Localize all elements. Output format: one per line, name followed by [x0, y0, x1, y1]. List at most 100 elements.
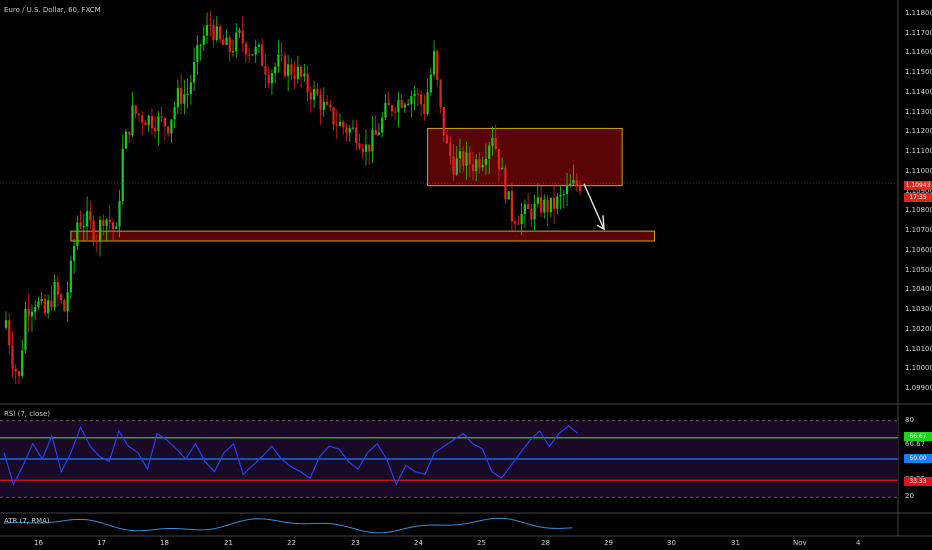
candle-body — [69, 260, 72, 293]
rsi-tick-label: 20 — [905, 492, 914, 501]
candle-body — [491, 138, 494, 146]
candle-body — [569, 183, 572, 187]
candle-body — [257, 44, 261, 47]
rsi-lower-tag: 33.33 — [904, 477, 932, 486]
candle-body — [160, 116, 163, 118]
candle-body — [481, 164, 484, 168]
price-tick-label: 1.10300 — [905, 305, 932, 314]
candle-body — [445, 135, 449, 144]
candle-body — [47, 300, 50, 314]
candle-body — [484, 158, 488, 165]
candle-body — [348, 128, 351, 133]
candle-body — [419, 94, 423, 105]
candle-body — [270, 73, 274, 84]
candle-body — [578, 185, 582, 192]
candle-body — [79, 222, 82, 227]
price-tick-label: 1.11800 — [905, 8, 932, 17]
candle-body — [429, 74, 432, 93]
candle-body — [426, 92, 429, 114]
price-tick-label: 1.11500 — [905, 68, 932, 77]
time-tick-label: 18 — [160, 539, 169, 547]
candle-body — [293, 75, 296, 80]
rsi-mid-tag: 50.00 — [904, 454, 932, 463]
candle-body — [280, 54, 283, 56]
candle-body — [552, 197, 556, 209]
candle-body — [514, 221, 517, 224]
candle-body — [163, 117, 167, 127]
candle-body — [274, 66, 277, 74]
candle-body — [144, 122, 147, 126]
candle-body — [374, 129, 377, 135]
time-tick-label: 21 — [224, 539, 233, 547]
candle-body — [244, 43, 248, 55]
candle-body — [254, 46, 257, 55]
candle-body — [303, 73, 306, 77]
candle-body — [147, 115, 150, 126]
candle-body — [141, 115, 144, 123]
candle-body — [316, 88, 319, 95]
price-tick-label: 1.10700 — [905, 226, 932, 235]
candle-body — [154, 128, 157, 132]
candle-body — [536, 197, 539, 204]
candle-body — [530, 209, 533, 220]
candle-body — [559, 195, 562, 197]
candle-body — [202, 35, 205, 45]
candle-body — [218, 26, 222, 40]
rsi-upper-tag: 66.67 — [904, 432, 932, 441]
candle-body — [458, 151, 462, 159]
candle-body — [30, 311, 34, 317]
candle-body — [462, 151, 465, 166]
candle-body — [497, 149, 501, 170]
price-tick-label: 1.10800 — [905, 206, 932, 215]
candle-body — [296, 66, 299, 80]
candle-body — [539, 197, 543, 213]
candle-body — [27, 308, 30, 317]
candle-body — [413, 93, 416, 97]
rsi-tick-label: 66.67 — [905, 440, 926, 448]
candle-body — [319, 94, 322, 110]
candle-body — [108, 219, 111, 223]
candle-body — [40, 298, 43, 302]
candle-body — [235, 32, 238, 52]
candle-body — [283, 55, 286, 77]
candle-body — [37, 301, 40, 308]
candle-body — [517, 223, 520, 225]
projection-arrow — [583, 183, 605, 230]
candle-body — [565, 186, 569, 195]
candle-body — [238, 30, 241, 33]
candle-body — [50, 300, 53, 308]
candle-body — [358, 143, 361, 149]
candle-body — [400, 100, 403, 108]
price-tick-label: 1.11600 — [905, 48, 932, 57]
candle-body — [423, 104, 426, 114]
symbol-title: Euro / U.S. Dollar, 60, FXCM — [4, 6, 101, 14]
candle-body — [572, 180, 575, 184]
candle-body — [306, 73, 309, 93]
rsi-line — [3, 425, 579, 486]
time-tick-label: 29 — [604, 539, 613, 547]
candle-body — [439, 80, 442, 108]
candle-body — [390, 105, 394, 112]
time-tick-label: 25 — [477, 539, 486, 547]
projection-arrow-head — [596, 215, 605, 231]
candle-body — [351, 127, 355, 129]
candle-body — [157, 116, 160, 132]
candle-body — [128, 131, 131, 135]
candle-body — [377, 132, 381, 135]
candle-body — [21, 350, 24, 376]
candle-body — [527, 204, 530, 210]
candle-body — [465, 152, 468, 166]
candle-body — [212, 24, 215, 41]
price-tick-label: 1.10000 — [905, 364, 932, 373]
candle-body — [416, 93, 419, 95]
candle-body — [150, 115, 154, 129]
candle-body — [394, 111, 397, 113]
candle-body — [267, 74, 270, 84]
candle-body — [183, 94, 186, 104]
candle-body — [115, 226, 118, 229]
candle-body — [452, 156, 455, 175]
candle-body — [102, 220, 105, 227]
candle-body — [494, 138, 497, 150]
candle-body — [403, 104, 406, 108]
